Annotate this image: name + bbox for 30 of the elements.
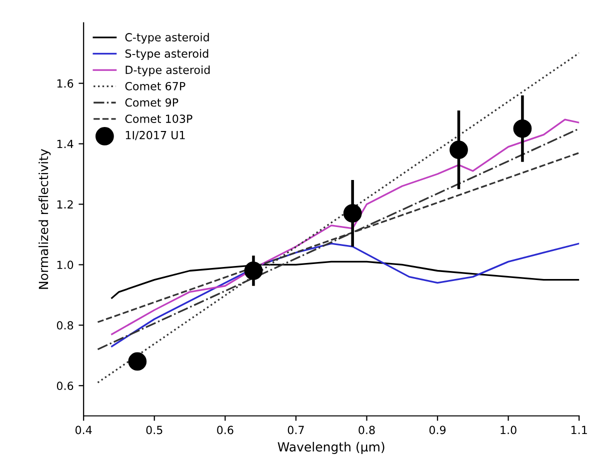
y-tick-label: 1.6 [57,79,74,88]
point [343,204,362,223]
y-tick-label: 1.4 [57,140,74,148]
legend-label: D-type asteroid [126,65,210,76]
y-tick-label: 0.6 [56,382,74,390]
x-tick-label: 1.0 [500,426,516,434]
y-tick-label: 1.2 [57,200,73,208]
x-tick-label: 0.5 [146,426,162,434]
legend-label: Comet 103P [125,114,192,123]
y-tick-label: 1.0 [57,260,74,270]
legend-label: C-type asteroid [125,32,209,44]
y-tick-label: 0.8 [56,321,74,330]
x-tick-label: 1.1 [571,426,587,434]
legend-label: Comet 9P [125,98,178,107]
line-series [111,242,580,348]
legend-label: 1I/2017 U1 [126,130,185,140]
x-tick-label: 0.9 [429,426,446,434]
point [128,352,147,371]
x-axis-title: Wavelength (μm) [278,442,384,454]
legend-label: S-type asteroid [125,49,208,60]
line-series [111,260,580,299]
x-tick-label: 0.7 [288,426,304,434]
point [244,262,263,280]
y-axis-title: Normalized reflectivity [38,149,51,289]
x-tick-label: 0.4 [75,426,92,434]
point [450,140,468,160]
x-tick-label: 0.6 [217,426,234,434]
x-tick-label: 0.8 [358,426,375,434]
legend-label: Comet 67P [125,82,186,90]
point [513,119,532,138]
